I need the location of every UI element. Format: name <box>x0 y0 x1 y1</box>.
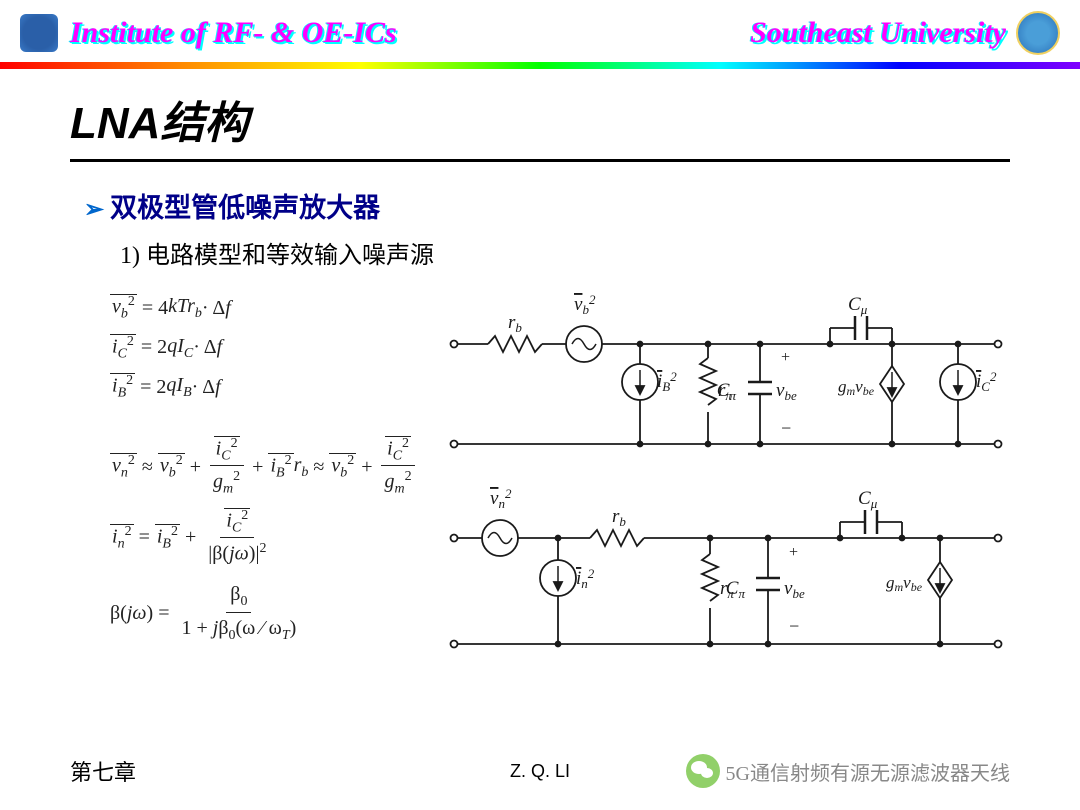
svg-text:vbe: vbe <box>776 380 797 403</box>
svg-text:gmvbe: gmvbe <box>886 573 923 594</box>
wechat-watermark: 5G通信射频有源无源滤波器天线 <box>686 754 1010 788</box>
svg-text:−: − <box>780 418 792 438</box>
svg-text:vb2: vb2 <box>574 292 596 317</box>
slide-title: LNA结构 <box>70 87 1010 162</box>
svg-text:+: + <box>788 544 799 561</box>
svg-text:gmvbe: gmvbe <box>838 377 875 398</box>
svg-text:Cπ: Cπ <box>717 380 737 403</box>
svg-text:vn2: vn2 <box>490 486 512 511</box>
wechat-icon <box>686 754 720 788</box>
svg-text:Cμ: Cμ <box>848 294 868 317</box>
rainbow-divider <box>0 62 1080 69</box>
wechat-text: 5G通信射频有源无源滤波器天线 <box>726 757 1010 786</box>
author-label: Z. Q. LI <box>510 761 570 782</box>
subsection-heading: 1) 电路模型和等效输入噪声源 <box>120 235 1010 270</box>
svg-text:rb: rb <box>612 506 626 529</box>
chapter-label: 第七章 <box>70 755 136 787</box>
university-logo <box>1016 11 1060 55</box>
svg-text:−: − <box>788 616 800 636</box>
slide-content: LNA结构 双极型管低噪声放大器 1) 电路模型和等效输入噪声源 vb2 = 4… <box>0 69 1080 674</box>
institute-logo <box>20 14 58 52</box>
svg-text:rb: rb <box>508 312 522 335</box>
equations-block: vb2 = 4kTrb · Δf iC2 = 2qIC · Δf iB2 = 2… <box>110 284 430 674</box>
header-bar: Institute of RF- & OE-ICs Southeast Univ… <box>0 0 1080 58</box>
svg-text:iB2: iB2 <box>657 369 677 394</box>
svg-text:+: + <box>780 349 791 366</box>
svg-text:Cμ: Cμ <box>858 488 878 511</box>
circuit-bottom: vn2 rb in2 rπ <box>440 474 1010 674</box>
circuit-top: rb vb2 iB2 <box>440 284 1010 474</box>
circuit-diagrams: rb vb2 iB2 <box>430 284 1010 674</box>
svg-text:Cπ: Cπ <box>726 578 746 601</box>
svg-text:in2: in2 <box>576 566 595 591</box>
svg-text:vbe: vbe <box>784 578 805 601</box>
institute-name: Institute of RF- & OE-ICs <box>70 16 397 50</box>
footer-bar: 第七章 Z. Q. LI 5G通信射频有源无源滤波器天线 <box>0 754 1080 788</box>
section-heading: 双极型管低噪声放大器 <box>84 186 1010 225</box>
svg-text:iC2: iC2 <box>976 369 997 394</box>
university-name: Southeast University <box>750 16 1006 50</box>
